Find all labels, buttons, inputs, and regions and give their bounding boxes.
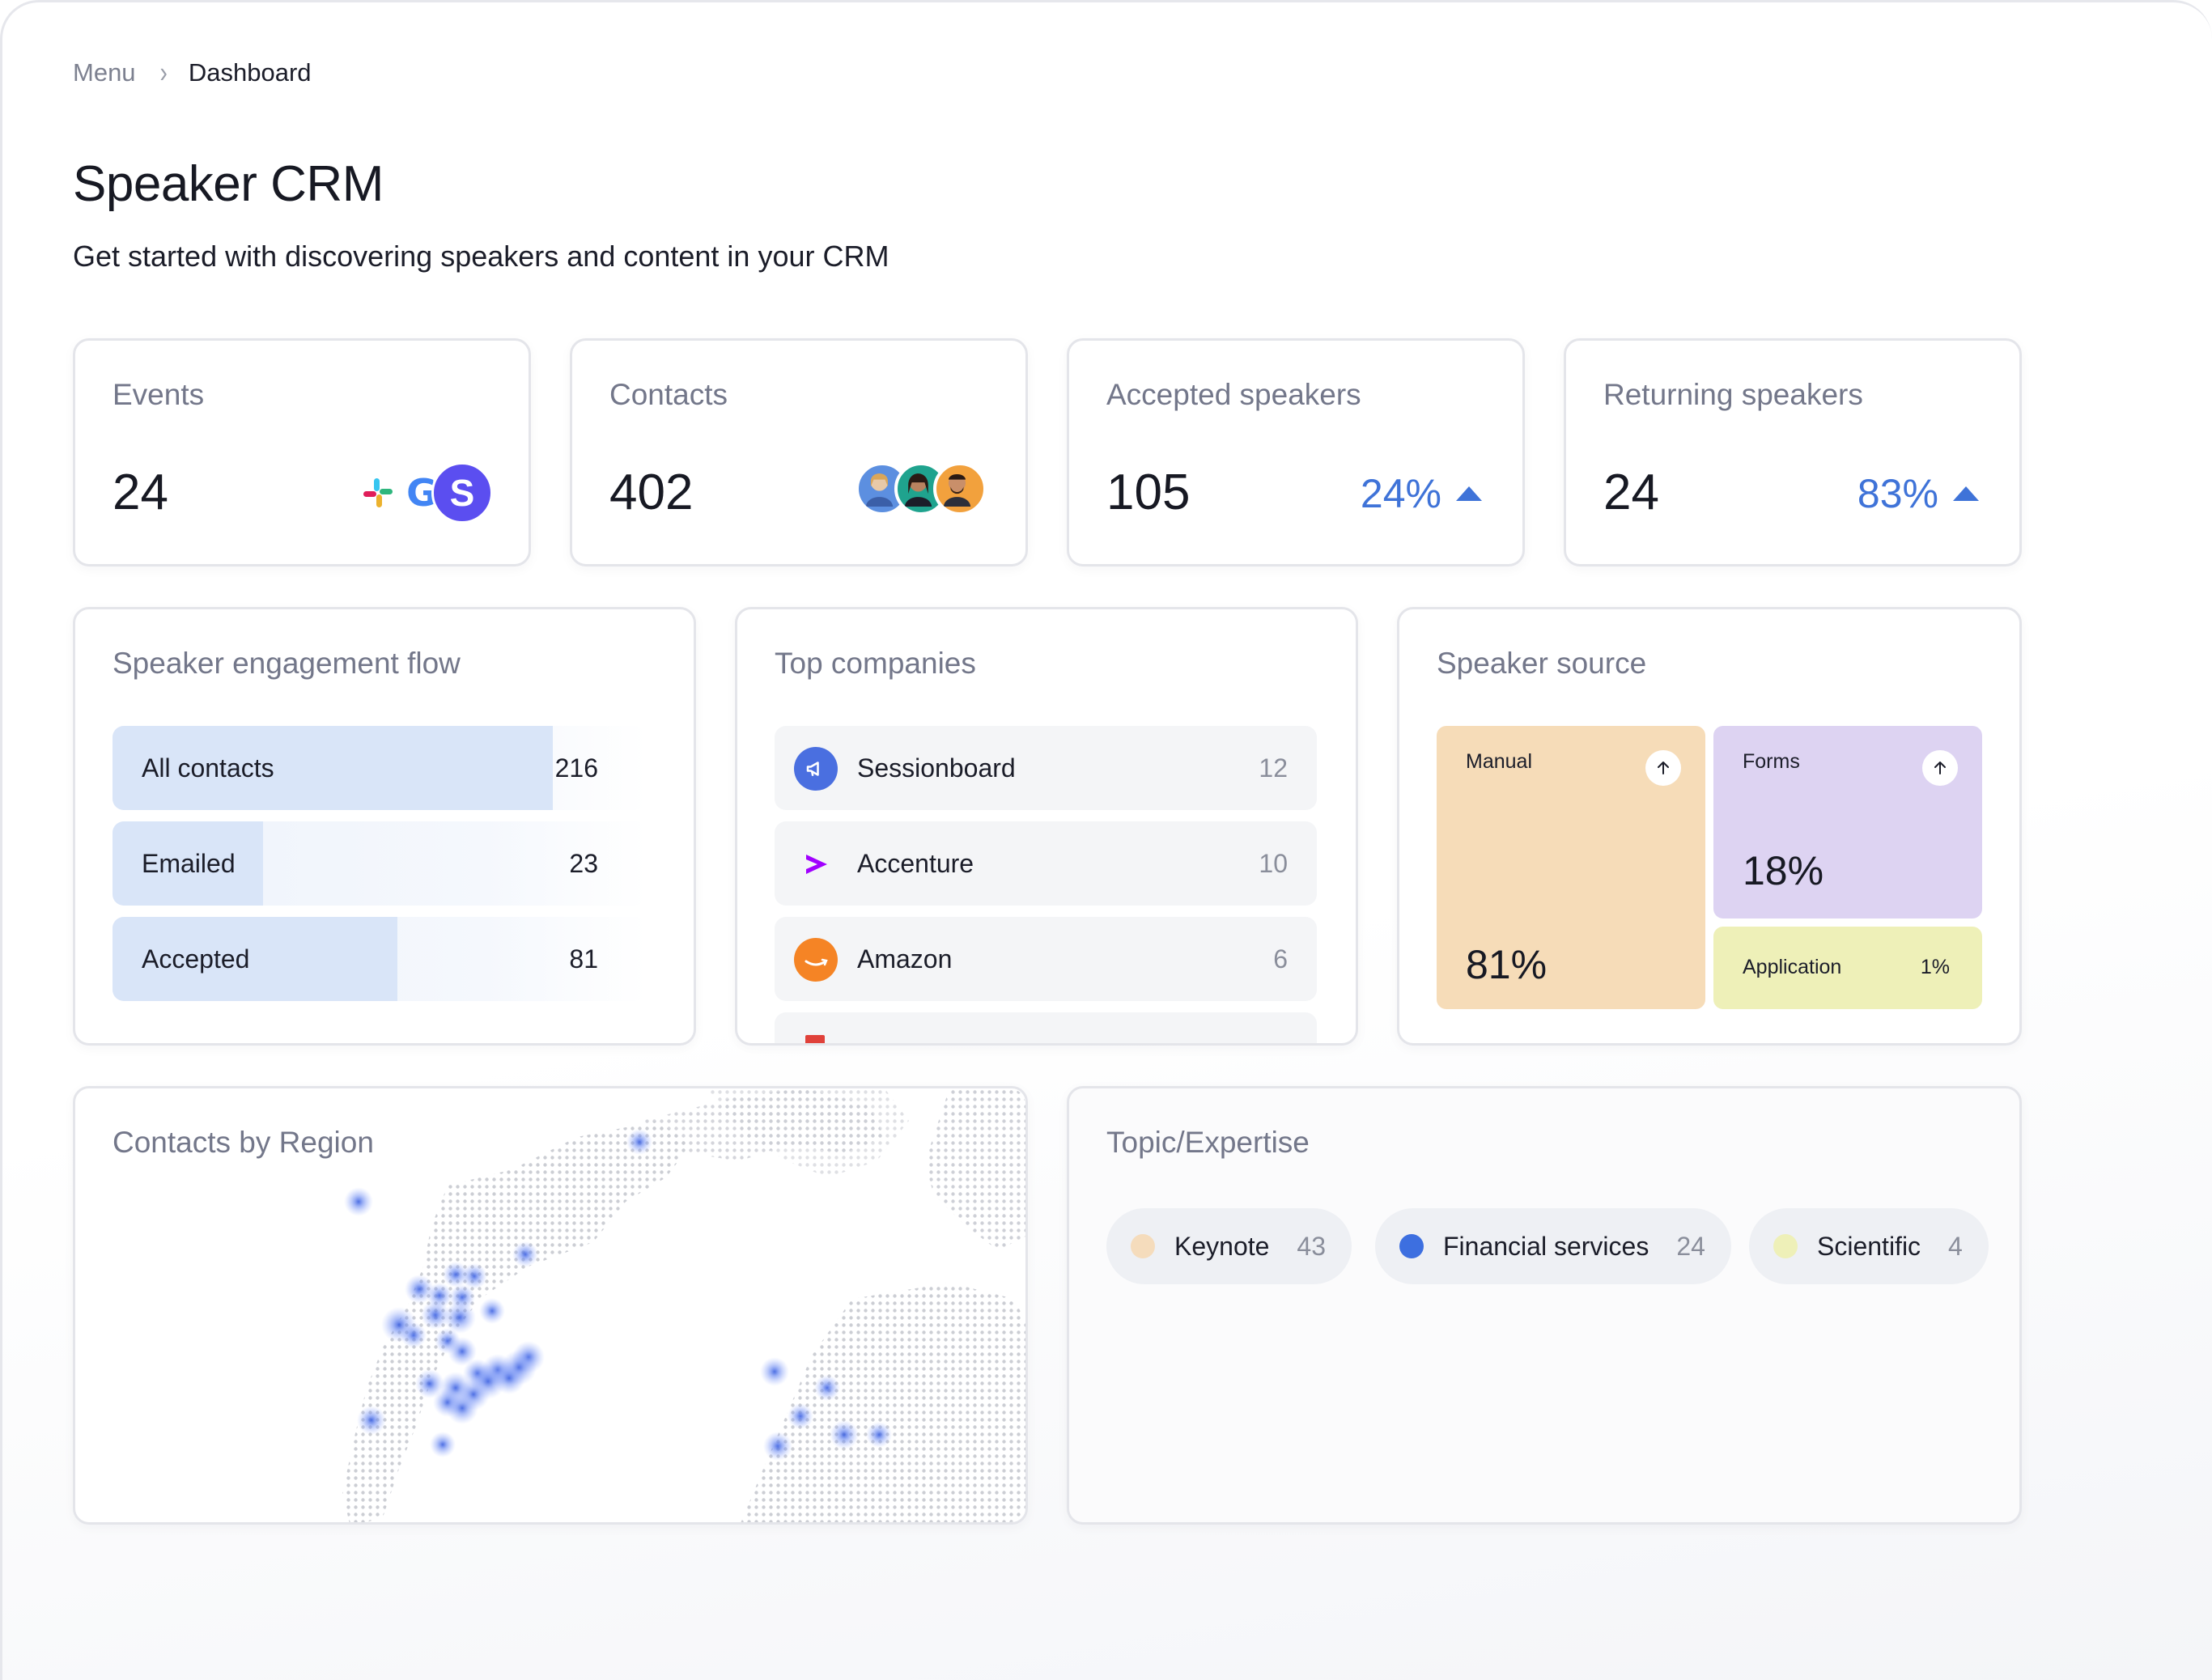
source-tile-application[interactable]: Application 1%	[1713, 927, 1982, 1009]
stat-value: 24	[1603, 465, 1659, 520]
card-title: Top companies	[775, 647, 976, 680]
flow-label: Accepted	[142, 944, 250, 974]
trend-up-icon	[1953, 486, 1979, 501]
topic-chip[interactable]: Keynote 43	[1106, 1208, 1352, 1284]
amazon-smile-icon	[794, 938, 838, 982]
company-logo-icon	[805, 1035, 825, 1043]
flow-bar	[113, 917, 397, 1001]
breadcrumb: Menu › Dashboard	[73, 56, 312, 89]
source-name: Application	[1743, 956, 1842, 978]
flow-count: 81	[569, 944, 598, 974]
world-map-svg	[342, 1088, 1025, 1522]
avatar	[933, 462, 987, 515]
flow-count: 216	[554, 753, 598, 783]
stat-card-returning-speakers[interactable]: Returning speakers 24 83%	[1564, 338, 2022, 566]
company-name: Accenture	[857, 849, 974, 878]
topic-color-dot	[1131, 1234, 1155, 1258]
stat-change-value: 83%	[1857, 471, 1938, 516]
topic-chip[interactable]: Financial services 24	[1375, 1208, 1731, 1284]
company-count: 10	[1259, 849, 1288, 878]
source-pct: 18%	[1743, 848, 1824, 893]
stat-value: 24	[113, 465, 168, 520]
stat-card-contacts[interactable]: Contacts 402	[570, 338, 1028, 566]
top-companies-card: Top companies Sessionboard 12 Accenture …	[735, 607, 1358, 1046]
company-row[interactable]: Accenture 10	[775, 821, 1317, 906]
stat-label: Contacts	[609, 378, 728, 411]
source-pct: 1%	[1920, 956, 1950, 978]
card-title: Contacts by Region	[113, 1126, 374, 1159]
stat-value: 402	[609, 465, 694, 520]
topic-count: 4	[1948, 1231, 1963, 1261]
slack-icon	[363, 478, 393, 507]
stat-card-accepted-speakers[interactable]: Accepted speakers 105 24%	[1067, 338, 1525, 566]
topic-name: Scientific	[1817, 1231, 1921, 1261]
source-tile-manual[interactable]: Manual 81%	[1437, 726, 1705, 1009]
source-tile-forms[interactable]: Forms 18%	[1713, 726, 1982, 918]
region-markers	[344, 1129, 892, 1461]
card-title: Topic/Expertise	[1106, 1126, 1310, 1159]
stat-label: Accepted speakers	[1106, 378, 1361, 411]
breadcrumb-menu-link[interactable]: Menu	[73, 58, 136, 87]
breadcrumb-current: Dashboard	[188, 58, 312, 87]
flow-label: Emailed	[142, 849, 236, 878]
source-name: Forms	[1743, 750, 1800, 773]
flow-label: All contacts	[142, 753, 274, 783]
stat-label: Returning speakers	[1603, 378, 1863, 411]
company-row-partial[interactable]	[775, 1012, 1317, 1043]
topic-color-dot	[1773, 1234, 1798, 1258]
accenture-chevron-icon	[794, 842, 838, 886]
flow-count: 23	[569, 849, 598, 878]
stat-change-value: 24%	[1360, 471, 1441, 516]
world-map[interactable]	[75, 1088, 1025, 1522]
company-count: 6	[1273, 944, 1288, 974]
stat-card-events[interactable]: Events 24 G S	[73, 338, 531, 566]
arrow-up-icon[interactable]	[1645, 750, 1681, 786]
topic-name: Keynote	[1174, 1231, 1270, 1261]
speaker-source-card: Speaker source Manual 81% Forms 18% Appl…	[1397, 607, 2022, 1046]
company-row[interactable]: Amazon 6	[775, 917, 1317, 1001]
stat-change: 83%	[1857, 470, 1979, 517]
source-pct: 81%	[1466, 942, 1548, 987]
stat-value: 105	[1106, 465, 1191, 520]
contacts-by-region-card: Contacts by Region	[73, 1086, 1028, 1525]
arrow-up-icon[interactable]	[1922, 750, 1958, 786]
engagement-flow-card: Speaker engagement flow All contacts 216…	[73, 607, 696, 1046]
trend-up-icon	[1456, 486, 1482, 501]
company-row[interactable]: Sessionboard 12	[775, 726, 1317, 810]
stat-change: 24%	[1361, 470, 1482, 517]
integration-logos: G S	[362, 462, 493, 524]
source-name: Manual	[1466, 750, 1532, 773]
flow-bar	[113, 726, 553, 810]
flow-row[interactable]: Accepted 81	[113, 917, 647, 1001]
company-count: 12	[1259, 753, 1288, 783]
topic-chip[interactable]: Scientific 4	[1749, 1208, 1989, 1284]
flow-row[interactable]: All contacts 216	[113, 726, 647, 810]
sessionboard-logo-icon: S	[431, 462, 493, 524]
flow-bar	[113, 821, 263, 906]
topic-color-dot	[1399, 1234, 1424, 1258]
topic-count: 43	[1297, 1231, 1327, 1261]
stat-label: Events	[113, 378, 205, 411]
card-title: Speaker source	[1437, 647, 1647, 680]
page-subtitle: Get started with discovering speakers an…	[73, 240, 889, 273]
contact-avatars	[856, 462, 988, 519]
page-title: Speaker CRM	[73, 156, 384, 212]
company-name: Sessionboard	[857, 753, 1016, 783]
flow-row[interactable]: Emailed 23	[113, 821, 647, 906]
topic-name: Financial services	[1443, 1231, 1649, 1261]
chevron-right-icon: ›	[159, 56, 168, 89]
megaphone-icon	[794, 747, 838, 791]
company-name: Amazon	[857, 944, 953, 974]
topic-count: 24	[1676, 1231, 1705, 1261]
topic-expertise-card: Topic/Expertise Keynote 43 Financial ser…	[1067, 1086, 2022, 1525]
card-title: Speaker engagement flow	[113, 647, 461, 680]
